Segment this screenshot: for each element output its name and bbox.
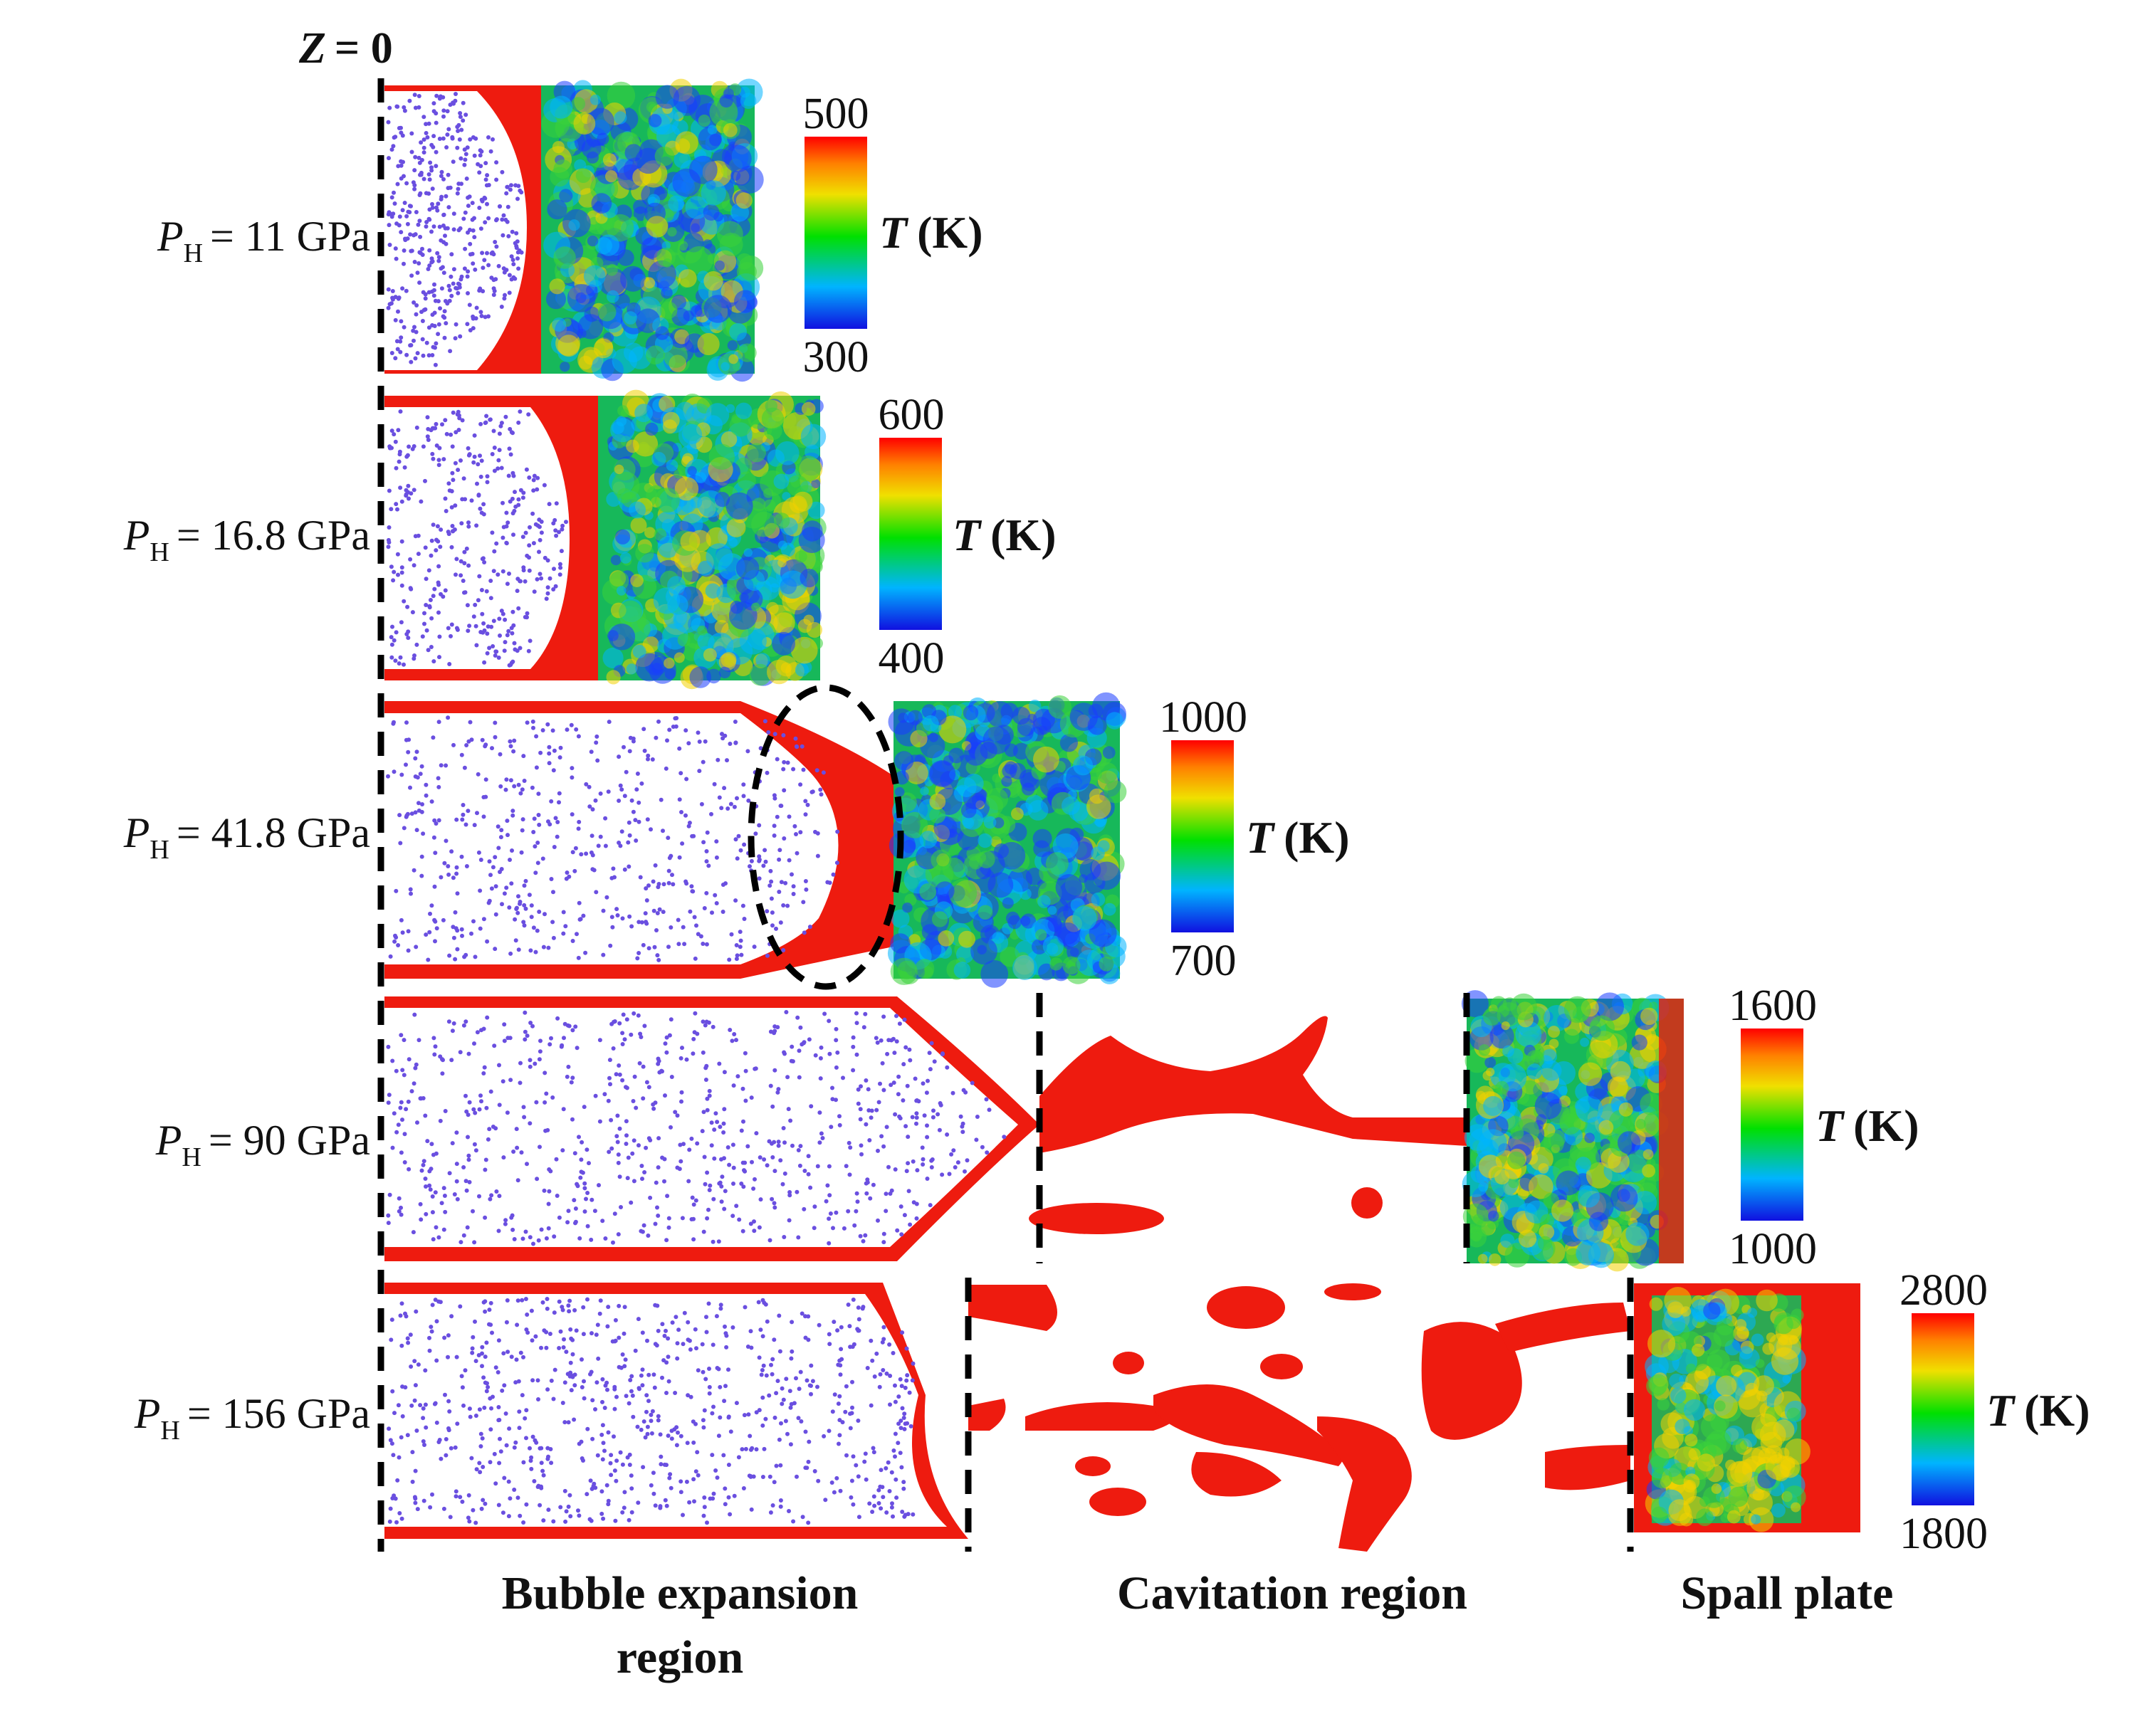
- colorbar-4-max: 1600: [1729, 982, 1817, 1030]
- colorbar-4-title: T (K): [1815, 1100, 1919, 1151]
- panel-4-temperature-texture: [1461, 990, 1670, 1272]
- panel-90-gpa: [384, 990, 1684, 1272]
- colorbar-2-min: 400: [879, 634, 945, 683]
- colorbar-5-min: 1800: [1899, 1510, 1988, 1558]
- colorbar-4-gradient: [1741, 1029, 1803, 1221]
- cavitation-region-label: Cavitation region: [1117, 1567, 1467, 1619]
- panel-4-bubble-atoms: [386, 1010, 1007, 1246]
- panel-3-temperature-texture: [887, 692, 1127, 988]
- pressure-label-5: PH = 156 GPa: [134, 1390, 370, 1446]
- colorbar-1-title: T (K): [879, 207, 983, 258]
- z-zero-label: Z = 0: [298, 24, 393, 73]
- panel-1-bubble-atoms: [386, 92, 524, 367]
- neck-highlight-ellipse: [748, 684, 904, 990]
- pressure-label-3: PH = 41.8 GPa: [123, 809, 370, 865]
- colorbar-5: 2800 1800 T (K): [1899, 1266, 2090, 1558]
- panel-5-bubble-atoms: [387, 1297, 916, 1525]
- panel-3-bubble: [384, 713, 839, 964]
- colorbar-2-max: 600: [879, 391, 945, 439]
- colorbar-2-gradient: [879, 438, 942, 630]
- panel-156-gpa: [384, 1278, 1860, 1552]
- colorbar-1-max: 500: [803, 90, 869, 138]
- panel-2-temperature-texture: [602, 389, 827, 690]
- colorbar-4-min: 1000: [1729, 1225, 1817, 1273]
- colorbar-3-gradient: [1171, 740, 1234, 932]
- panel-11-gpa: [384, 78, 764, 382]
- panel-3-bubble-atoms: [386, 715, 840, 962]
- pressure-label-2: PH = 16.8 GPa: [123, 512, 370, 567]
- colorbar-3-max: 1000: [1159, 693, 1247, 742]
- colorbar-5-gradient: [1912, 1313, 1974, 1505]
- colorbar-1-min: 300: [803, 333, 869, 382]
- panel-4-cavitation-ligaments: [1029, 1016, 1467, 1234]
- colorbar-3: 1000 700 T (K): [1159, 693, 1350, 985]
- colorbar-2-title: T (K): [953, 510, 1057, 560]
- spall-plate-label: Spall plate: [1681, 1567, 1894, 1619]
- panel-16-8-gpa: [384, 389, 827, 690]
- panel-41-8-gpa: [384, 684, 1127, 990]
- bubble-region-label-line-2: region: [617, 1631, 743, 1683]
- colorbar-2: 600 400 T (K): [879, 391, 1057, 683]
- colorbar-3-min: 700: [1170, 937, 1237, 985]
- colorbar-5-title: T (K): [1986, 1385, 2090, 1436]
- colorbar-1: 500 300 T (K): [803, 90, 983, 382]
- colorbar-5-max: 2800: [1899, 1266, 1988, 1315]
- panel-5-temperature-texture: [1645, 1287, 1811, 1532]
- pressure-label-4: PH = 90 GPa: [155, 1117, 370, 1172]
- panel-1-temperature-texture: [541, 78, 764, 382]
- bubble-region-label-line-1: Bubble expansion: [502, 1567, 859, 1619]
- colorbar-3-title: T (K): [1246, 812, 1350, 863]
- colorbar-4: 1600 1000 T (K): [1729, 982, 1919, 1273]
- panel-2-bubble-atoms: [386, 409, 568, 668]
- panel-2-bubble: [384, 407, 570, 669]
- pressure-label-1: PH = 11 GPa: [157, 213, 370, 268]
- panel-4-bubble: [384, 1008, 1018, 1247]
- panel-5-cavitation-fragments: [968, 1283, 1630, 1552]
- colorbar-1-gradient: [805, 137, 867, 329]
